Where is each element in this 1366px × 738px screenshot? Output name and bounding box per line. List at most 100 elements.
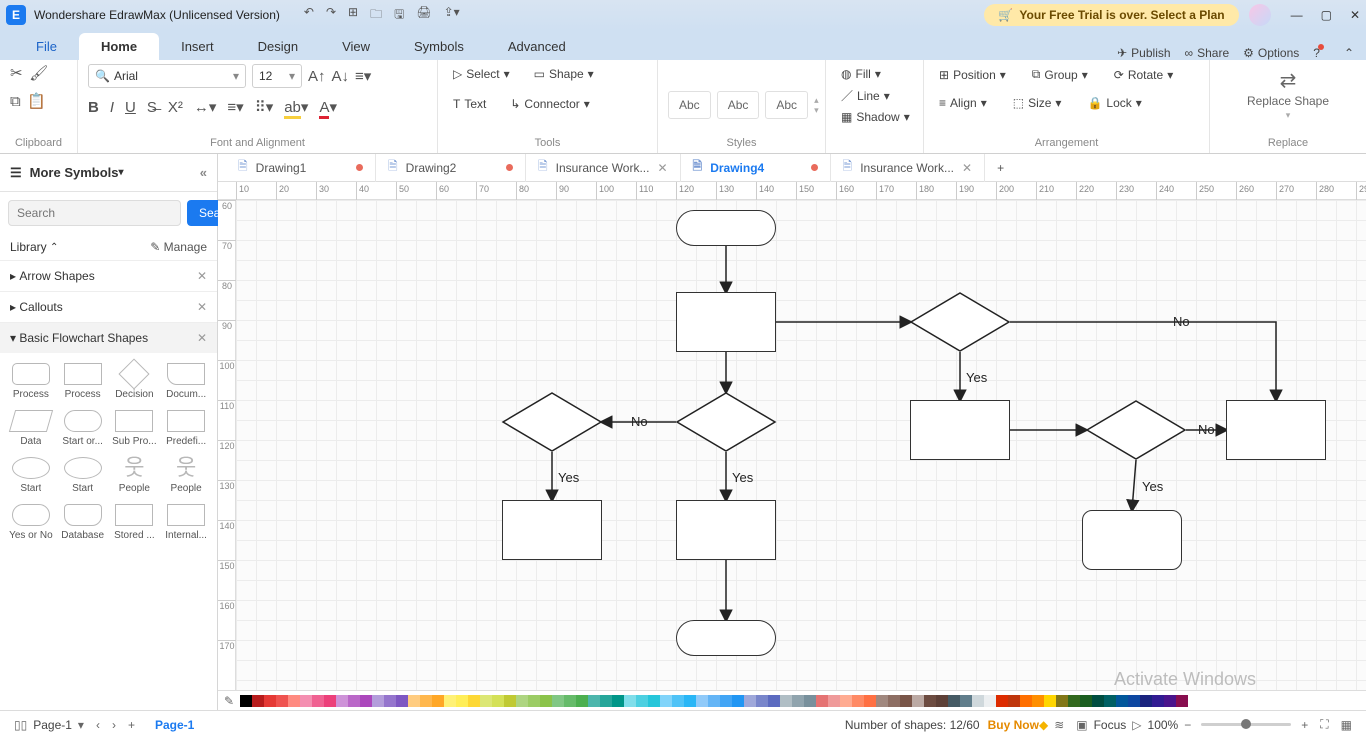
- color-swatch[interactable]: [552, 695, 564, 707]
- terminator-node[interactable]: [676, 210, 776, 246]
- color-swatch[interactable]: [984, 695, 996, 707]
- color-swatch[interactable]: [1032, 695, 1044, 707]
- color-swatch[interactable]: [432, 695, 444, 707]
- close-icon[interactable]: ✕: [962, 161, 972, 175]
- color-swatch[interactable]: [1140, 695, 1152, 707]
- category-basic flowchart shapes[interactable]: ▾ Basic Flowchart Shapes✕: [0, 322, 217, 353]
- new-tab-icon[interactable]: +: [985, 161, 1016, 175]
- color-swatch[interactable]: [624, 695, 636, 707]
- canvas[interactable]: NoYesYesYesNoNoYes: [236, 200, 1366, 690]
- shape-internal-[interactable]: Internal...: [161, 500, 211, 545]
- share-link[interactable]: ∞ Share: [1185, 46, 1230, 60]
- doc-tab[interactable]: 🗎Insurance Work...✕: [526, 154, 681, 182]
- color-swatch[interactable]: [876, 695, 888, 707]
- color-swatch[interactable]: [504, 695, 516, 707]
- decision-node[interactable]: [676, 392, 776, 452]
- category-arrow shapes[interactable]: ▸ Arrow Shapes✕: [0, 260, 217, 291]
- process-node[interactable]: [676, 292, 776, 352]
- process-node[interactable]: [1226, 400, 1326, 460]
- color-swatch[interactable]: [852, 695, 864, 707]
- color-swatch[interactable]: [396, 695, 408, 707]
- menu-tab-view[interactable]: View: [320, 33, 392, 60]
- zoom-out-icon[interactable]: −: [1184, 718, 1191, 732]
- page-layout-icon[interactable]: ▯▯: [14, 718, 27, 732]
- user-avatar[interactable]: [1249, 4, 1271, 26]
- bold-icon[interactable]: B: [88, 99, 99, 116]
- page-tab[interactable]: Page-1: [141, 718, 208, 732]
- color-swatch[interactable]: [804, 695, 816, 707]
- color-swatch[interactable]: [720, 695, 732, 707]
- color-swatch[interactable]: [1176, 695, 1188, 707]
- shape-start-or-[interactable]: Start or...: [58, 406, 108, 451]
- color-swatch[interactable]: [1104, 695, 1116, 707]
- buy-now-link[interactable]: Buy Now: [988, 718, 1039, 732]
- font-color-icon[interactable]: A▾: [319, 98, 337, 116]
- presentation-icon[interactable]: ▣: [1076, 718, 1087, 732]
- color-swatch[interactable]: [456, 695, 468, 707]
- color-swatch[interactable]: [312, 695, 324, 707]
- color-swatch[interactable]: [300, 695, 312, 707]
- bullets-icon[interactable]: ⠿▾: [255, 98, 274, 116]
- color-swatch[interactable]: [756, 695, 768, 707]
- menu-tab-home[interactable]: Home: [79, 33, 159, 60]
- shape-predefi-[interactable]: Predefi...: [161, 406, 211, 451]
- color-swatch[interactable]: [360, 695, 372, 707]
- options-link[interactable]: ⚙ Options: [1243, 46, 1299, 60]
- replace-shape-btn[interactable]: ⇄ Replace Shape ▾: [1239, 64, 1337, 137]
- color-swatch[interactable]: [1164, 695, 1176, 707]
- process-node[interactable]: [910, 400, 1010, 460]
- color-swatch[interactable]: [636, 695, 648, 707]
- redo-icon[interactable]: ↷: [326, 5, 336, 26]
- color-swatch[interactable]: [732, 695, 744, 707]
- panel-collapse-icon[interactable]: «: [200, 165, 207, 180]
- color-swatch[interactable]: [324, 695, 336, 707]
- page-select[interactable]: Page-1: [33, 718, 72, 732]
- print-icon[interactable]: 🖨: [416, 5, 431, 26]
- align-btn[interactable]: ≡ Align▾: [934, 93, 992, 113]
- shape-data[interactable]: Data: [6, 406, 56, 451]
- decision-node[interactable]: [502, 392, 602, 452]
- color-swatch[interactable]: [1116, 695, 1128, 707]
- library-label[interactable]: Library: [10, 240, 47, 254]
- process-node[interactable]: [676, 500, 776, 560]
- color-swatch[interactable]: [1020, 695, 1032, 707]
- position-btn[interactable]: ⊞ Position▾: [934, 64, 1011, 85]
- underline-icon[interactable]: U: [125, 99, 136, 116]
- color-swatch[interactable]: [1092, 695, 1104, 707]
- select-tool[interactable]: ▷ Select ▾: [448, 64, 515, 84]
- focus-label[interactable]: Focus: [1094, 718, 1127, 732]
- more-symbols-label[interactable]: More Symbols: [30, 165, 119, 180]
- strike-icon[interactable]: S̶: [147, 99, 157, 116]
- trial-banner[interactable]: 🛒 Your Free Trial is over. Select a Plan: [984, 4, 1238, 26]
- color-swatch[interactable]: [1080, 695, 1092, 707]
- fill-btn[interactable]: ◍ Fill ▾: [836, 64, 886, 84]
- color-swatch[interactable]: [336, 695, 348, 707]
- highlight-icon[interactable]: ab▾: [284, 98, 308, 116]
- color-palette[interactable]: ✎: [218, 690, 1366, 710]
- color-swatch[interactable]: [1008, 695, 1020, 707]
- publish-link[interactable]: ✈ Publish: [1117, 46, 1170, 60]
- color-swatch[interactable]: [684, 695, 696, 707]
- color-swatch[interactable]: [660, 695, 672, 707]
- color-swatch[interactable]: [528, 695, 540, 707]
- superscript-icon[interactable]: X²: [168, 99, 183, 116]
- menu-tab-symbols[interactable]: Symbols: [392, 33, 486, 60]
- font-name-select[interactable]: 🔍Arial▾: [88, 64, 246, 88]
- color-swatch[interactable]: [492, 695, 504, 707]
- decrease-font-icon[interactable]: A↓: [332, 68, 350, 85]
- color-swatch[interactable]: [972, 695, 984, 707]
- shape-stored-[interactable]: Stored ...: [110, 500, 160, 545]
- shape-sub-pro-[interactable]: Sub Pro...: [110, 406, 160, 451]
- text-align-icon[interactable]: ≡▾: [355, 67, 371, 85]
- italic-icon[interactable]: I: [110, 99, 114, 116]
- color-swatch[interactable]: [252, 695, 264, 707]
- paste-icon[interactable]: 📋: [27, 93, 46, 110]
- color-swatch[interactable]: [612, 695, 624, 707]
- color-swatch[interactable]: [768, 695, 780, 707]
- color-swatch[interactable]: [864, 695, 876, 707]
- close-icon[interactable]: ✕: [197, 300, 207, 314]
- minimize-icon[interactable]: —: [1291, 8, 1303, 22]
- text-tool[interactable]: T Text: [448, 94, 491, 114]
- add-page-icon[interactable]: +: [128, 718, 135, 732]
- color-swatch[interactable]: [888, 695, 900, 707]
